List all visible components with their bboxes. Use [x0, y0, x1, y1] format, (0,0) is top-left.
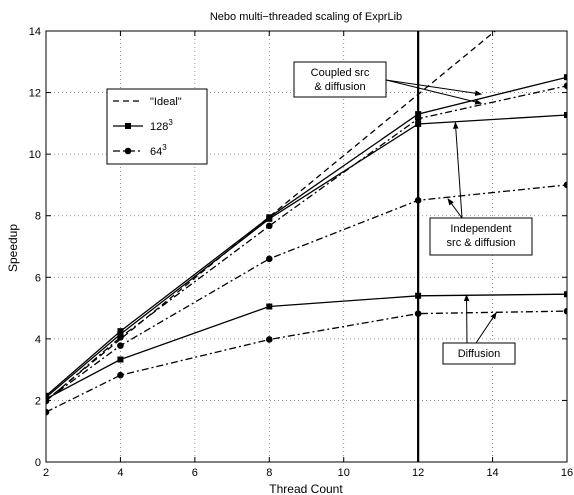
series-line: [46, 184, 567, 401]
annotation-box: [429, 217, 533, 256]
x-tick-label: 2: [43, 467, 49, 479]
data-point: [117, 328, 124, 335]
data-point: [564, 74, 567, 81]
legend-label: 1283: [150, 118, 173, 133]
y-tick-label: 10: [29, 149, 41, 161]
data-point: [265, 255, 273, 263]
legend-marker: [125, 123, 131, 129]
data-point: [266, 303, 273, 310]
data-point: [563, 181, 567, 189]
annotation-arrow: [453, 121, 463, 219]
x-tick-label: 14: [486, 467, 498, 479]
series-64-3-independent-src-diffusion: [46, 181, 567, 404]
legend-label: "Ideal": [150, 96, 182, 108]
y-tick-label: 12: [29, 88, 41, 100]
y-tick-label: 2: [35, 395, 41, 407]
x-tick-label: 10: [338, 467, 350, 479]
data-point: [117, 371, 124, 379]
annotation-arrow: [475, 312, 497, 344]
annotation-box: [442, 342, 516, 365]
annotation-2: Diffusion: [442, 294, 516, 365]
x-axis-label: Thread Count: [269, 482, 343, 495]
annotation-0: Coupled src & diffusion: [293, 61, 483, 105]
y-tick-label: 0: [35, 457, 41, 469]
y-tick-label: 6: [35, 272, 41, 284]
data-point: [265, 336, 273, 343]
annotation-label: Coupled src: [311, 67, 370, 79]
data-point: [266, 215, 273, 222]
annotation-label: & diffusion: [314, 81, 365, 93]
annotation-label: src & diffusion: [447, 237, 516, 249]
annotation-label: Independent: [450, 223, 511, 235]
data-point: [563, 307, 567, 315]
data-point: [563, 82, 567, 90]
data-point: [564, 291, 567, 298]
data-point: [564, 112, 567, 119]
y-tick-label: 14: [29, 26, 41, 38]
x-tick-label: 12: [412, 467, 424, 479]
y-tick-label: 4: [35, 334, 41, 346]
chart-title: Nebo multi−threaded scaling of ExprLib: [210, 11, 402, 23]
y-tick-label: 8: [35, 211, 41, 223]
annotation-arrow: [447, 198, 463, 219]
annotation-box: [293, 61, 387, 98]
annotation-arrow: [385, 79, 483, 105]
data-point: [46, 408, 50, 416]
x-tick-label: 6: [192, 467, 198, 479]
annotation-arrow: [385, 79, 483, 96]
data-point: [117, 356, 124, 363]
x-tick-label: 8: [266, 467, 272, 479]
x-tick-label: 16: [561, 467, 573, 479]
annotation-label: Diffusion: [458, 348, 501, 360]
x-tick-label: 4: [117, 467, 123, 479]
plot-frame: [45, 30, 568, 463]
legend-marker: [124, 147, 132, 155]
plot-area: 2 4 6 8 10 12 14 1602468101214"Ideal"1283643Cou…: [29, 26, 573, 479]
data-point: [117, 342, 124, 349]
data-point: [117, 334, 124, 341]
data-point: [46, 397, 50, 404]
annotation-1: Independent src & diffusion: [429, 121, 533, 256]
series-line: [46, 85, 567, 402]
data-point: [265, 222, 273, 230]
y-axis-label: Speedup: [6, 224, 20, 272]
